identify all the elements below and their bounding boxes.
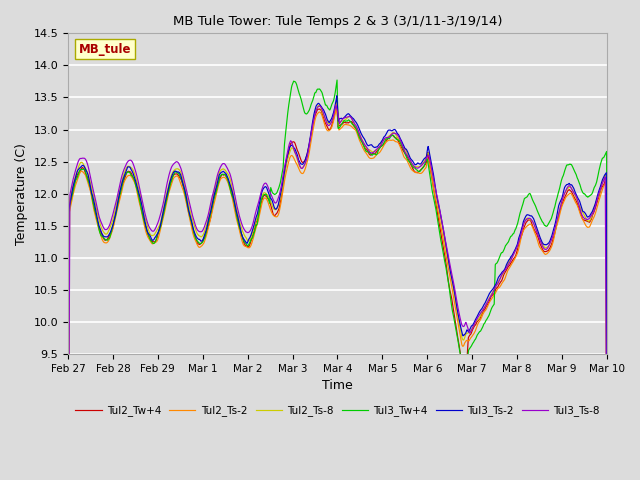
Line: Tul3_Ts-2: Tul3_Ts-2: [68, 96, 607, 480]
Tul3_Tw+4: [603, 351, 611, 357]
Tul2_Ts-8: [92, 202, 99, 208]
Tul2_Ts-2: [588, 220, 595, 226]
Tul2_Tw+4: [489, 292, 497, 298]
Title: MB Tule Tower: Tule Temps 2 & 3 (3/1/11-3/19/14): MB Tule Tower: Tule Temps 2 & 3 (3/1/11-…: [173, 15, 502, 28]
Y-axis label: Temperature (C): Temperature (C): [15, 143, 28, 245]
Tul3_Ts-2: [588, 210, 595, 216]
Tul2_Ts-8: [332, 99, 340, 105]
Tul2_Tw+4: [92, 211, 99, 216]
Tul2_Ts-8: [312, 108, 319, 113]
Tul2_Ts-2: [489, 295, 497, 300]
Tul3_Tw+4: [312, 90, 319, 96]
Tul2_Tw+4: [588, 216, 595, 222]
Tul2_Ts-2: [92, 214, 99, 219]
Tul3_Tw+4: [489, 303, 497, 309]
Tul3_Ts-8: [588, 213, 595, 218]
Tul3_Ts-8: [92, 197, 99, 203]
Tul2_Ts-2: [326, 127, 334, 133]
Legend: Tul2_Tw+4, Tul2_Ts-2, Tul2_Ts-8, Tul3_Tw+4, Tul3_Ts-2, Tul3_Ts-8: Tul2_Tw+4, Tul2_Ts-2, Tul2_Ts-8, Tul3_Tw…: [71, 401, 604, 420]
Tul3_Ts-8: [312, 109, 319, 115]
Line: Tul2_Ts-8: Tul2_Ts-8: [68, 102, 607, 480]
Line: Tul3_Ts-8: Tul3_Ts-8: [68, 105, 607, 480]
Tul2_Ts-2: [312, 114, 319, 120]
Tul3_Ts-8: [588, 212, 595, 218]
Tul3_Tw+4: [588, 192, 595, 197]
Line: Tul3_Tw+4: Tul3_Tw+4: [68, 80, 607, 480]
Tul3_Tw+4: [333, 77, 341, 83]
Tul3_Ts-2: [326, 119, 334, 124]
Tul2_Tw+4: [326, 126, 334, 132]
Tul2_Ts-8: [588, 215, 595, 220]
Tul2_Ts-2: [332, 106, 340, 111]
Tul3_Ts-2: [489, 287, 497, 292]
Tul3_Tw+4: [92, 210, 99, 216]
Tul3_Ts-2: [603, 433, 611, 439]
Tul2_Tw+4: [312, 111, 319, 117]
X-axis label: Time: Time: [322, 379, 353, 392]
Tul3_Ts-8: [326, 121, 334, 127]
Tul2_Ts-2: [588, 220, 595, 226]
Line: Tul2_Ts-2: Tul2_Ts-2: [68, 108, 607, 480]
Tul3_Tw+4: [588, 192, 595, 197]
Tul2_Tw+4: [588, 216, 595, 222]
Tul2_Tw+4: [333, 98, 340, 104]
Tul3_Tw+4: [326, 107, 334, 113]
Tul3_Ts-2: [588, 210, 595, 216]
Tul3_Ts-8: [332, 102, 340, 108]
Tul3_Ts-2: [312, 104, 319, 110]
Tul2_Ts-8: [489, 289, 497, 295]
Tul3_Ts-8: [489, 290, 497, 296]
Tul2_Ts-8: [326, 120, 334, 126]
Line: Tul2_Tw+4: Tul2_Tw+4: [68, 101, 607, 480]
Tul3_Ts-2: [333, 93, 340, 99]
Text: MB_tule: MB_tule: [79, 43, 131, 56]
Tul3_Ts-2: [92, 206, 99, 212]
Tul2_Ts-8: [588, 214, 595, 220]
